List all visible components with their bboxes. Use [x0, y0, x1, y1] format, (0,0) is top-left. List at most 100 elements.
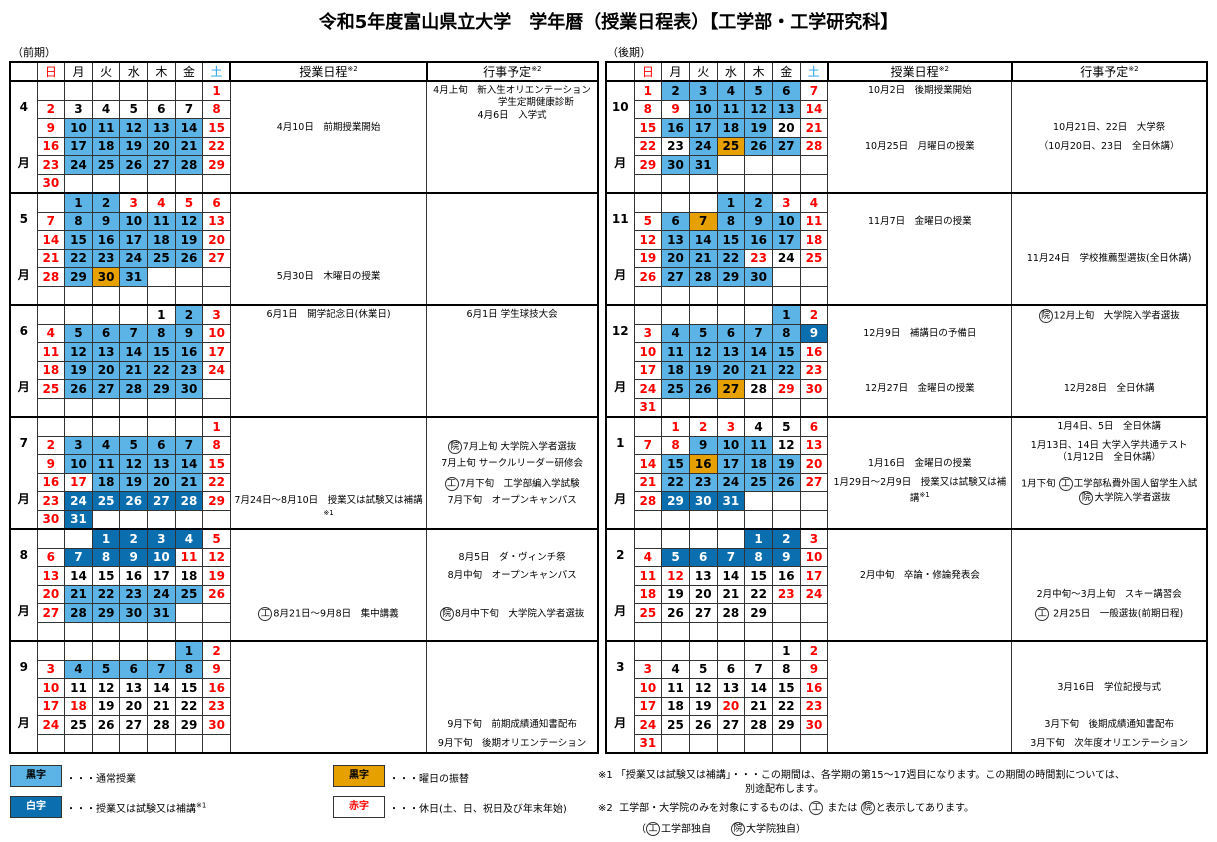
empty-day-cell: [147, 733, 176, 754]
day-cell: 21: [64, 584, 93, 604]
day-cell: 14: [64, 566, 93, 586]
day-cell: 8: [202, 435, 231, 455]
day-cell: 4: [174, 528, 204, 549]
day-cell: 22: [202, 472, 231, 492]
day-cell: 24: [633, 715, 663, 735]
day-cell: 18: [91, 136, 121, 156]
day-cell: 19: [661, 584, 690, 604]
day-cell: 4: [716, 80, 746, 101]
day-cell: 2: [799, 304, 829, 325]
note-2-mark: ※2: [938, 65, 949, 73]
day-cell: 7: [147, 659, 176, 679]
schedule-cell: 2月中旬 卒論・修論発表会: [827, 528, 1013, 642]
empty-day-cell: [64, 528, 93, 549]
event-item: 7月下旬 オープンキャンパス: [429, 495, 595, 507]
empty-day-cell: [661, 173, 690, 194]
day-cell: 23: [202, 696, 231, 716]
day-cell: 20: [661, 248, 690, 268]
day-cell: 11: [36, 342, 66, 362]
note-2-mark: ※2: [347, 65, 358, 73]
day-cell: 14: [744, 342, 773, 362]
day-cell: 5: [119, 435, 149, 455]
month-number: 2: [616, 548, 625, 562]
day-cell: 7: [688, 211, 718, 231]
month-suffix: 月: [17, 716, 30, 730]
day-cell: 21: [147, 696, 176, 716]
empty-day-cell: [771, 285, 801, 306]
month-suffix: 月: [614, 716, 627, 730]
day-cell: 20: [91, 360, 121, 380]
day-cell: 1: [64, 192, 93, 213]
day-cell: 16: [119, 566, 149, 586]
schedule-cell: 10月2日 後期授業開始 10月25日 月曜日の授業: [827, 80, 1013, 194]
week-row: 28 29 30 31: [10, 267, 598, 287]
week-row: [10, 397, 598, 418]
day-cell: 20: [147, 472, 176, 492]
empty-day-cell: [64, 80, 93, 101]
day-cell: 16: [771, 566, 801, 586]
item-text: 12月9日 補講日の予備日: [863, 327, 977, 339]
day-cell: 3: [64, 99, 93, 119]
events-cell: 6月1日 学生球技大会: [426, 304, 599, 418]
empty-day-cell: [147, 509, 176, 530]
corner-cell: [9, 61, 38, 82]
empty-day-cell: [147, 80, 176, 101]
week-row: 21 22 23 24 25 26 27: [606, 472, 1207, 492]
day-cell: 25: [147, 248, 176, 268]
day-cell: 25: [64, 715, 93, 735]
day-cell: 10: [202, 323, 231, 343]
item-text: 3月下旬 後期成績通知書配布: [1044, 719, 1174, 730]
day-cell: 23: [744, 248, 773, 268]
day-cell: 2: [119, 528, 149, 549]
day-cell: 8: [744, 547, 773, 567]
week-row: 2 月 1 2 3 2月中旬 卒論・修論発表会 2月中旬～3月上旬 スキー講習会工 2月25…: [605, 528, 1208, 642]
empty-day-cell: [119, 733, 149, 754]
empty-day-cell: [174, 733, 204, 754]
day-cell: 31: [633, 733, 663, 754]
day-cell: 16: [661, 118, 690, 138]
note-2: ※2 工学部・大学院のみを対象にするものは、工 または 院と表示してあります。: [598, 799, 974, 815]
graduate-mark-icon: 院: [447, 439, 462, 454]
day-cell: 23: [119, 584, 149, 604]
month-block: 10 月 1 2 3 4 5 6 7 10月2日 後期授業開始 10月25日 月曜日の授業 10月21…: [605, 80, 1208, 194]
item-text: 12月28日 全日休講: [1063, 383, 1155, 394]
day-cell: 25: [744, 472, 773, 492]
day-cell: 17: [147, 566, 176, 586]
month-number: 8: [19, 548, 28, 562]
empty-day-cell: [64, 285, 93, 306]
engineering-mark-icon: 工: [1058, 476, 1073, 491]
day-cell: 28: [744, 379, 773, 399]
month-number: 11: [611, 212, 629, 226]
day-cell: 9: [91, 211, 121, 231]
month-suffix: 月: [17, 156, 30, 170]
weekday-header: 日: [36, 61, 66, 82]
day-cell: 18: [799, 230, 829, 250]
day-cell: 11: [661, 342, 690, 362]
month-suffix: 月: [614, 156, 627, 170]
day-cell: 15: [716, 230, 746, 250]
day-cell: 14: [147, 678, 176, 698]
week-row: 3 月 1 2 3月16日 学位記授与式 3月下旬 後期成績通知書配布 3月下旬 次年度オリ…: [605, 640, 1208, 754]
day-cell: 9: [202, 659, 231, 679]
empty-day-cell: [688, 173, 718, 194]
day-cell: 28: [174, 155, 204, 175]
second-term-calendar: 日月火水木金土授業日程※2 行事予定※2 10 月 1 2 3 4 5 6 7 10月2日 後期授業開…: [605, 61, 1208, 754]
day-cell: 12: [64, 342, 93, 362]
day-cell: 7: [64, 547, 93, 567]
day-cell: 15: [147, 342, 176, 362]
day-cell: 10: [771, 211, 801, 231]
day-cell: 24: [36, 715, 66, 735]
day-cell: 10: [147, 547, 176, 567]
day-cell: 10: [633, 678, 663, 698]
day-cell: 27: [147, 155, 176, 175]
item-text: 3月下旬 次年度オリエンテーション: [1030, 737, 1189, 749]
month-number: 9: [19, 660, 28, 674]
day-cell: 8: [771, 659, 801, 679]
day-cell: 5: [91, 659, 121, 679]
schedule-cell: 5月30日 木曜日の授業: [229, 192, 428, 306]
note-2-or: または: [824, 803, 861, 814]
day-cell: 5: [688, 659, 718, 679]
month-suffix: 月: [17, 604, 30, 618]
day-cell: 6: [716, 323, 746, 343]
